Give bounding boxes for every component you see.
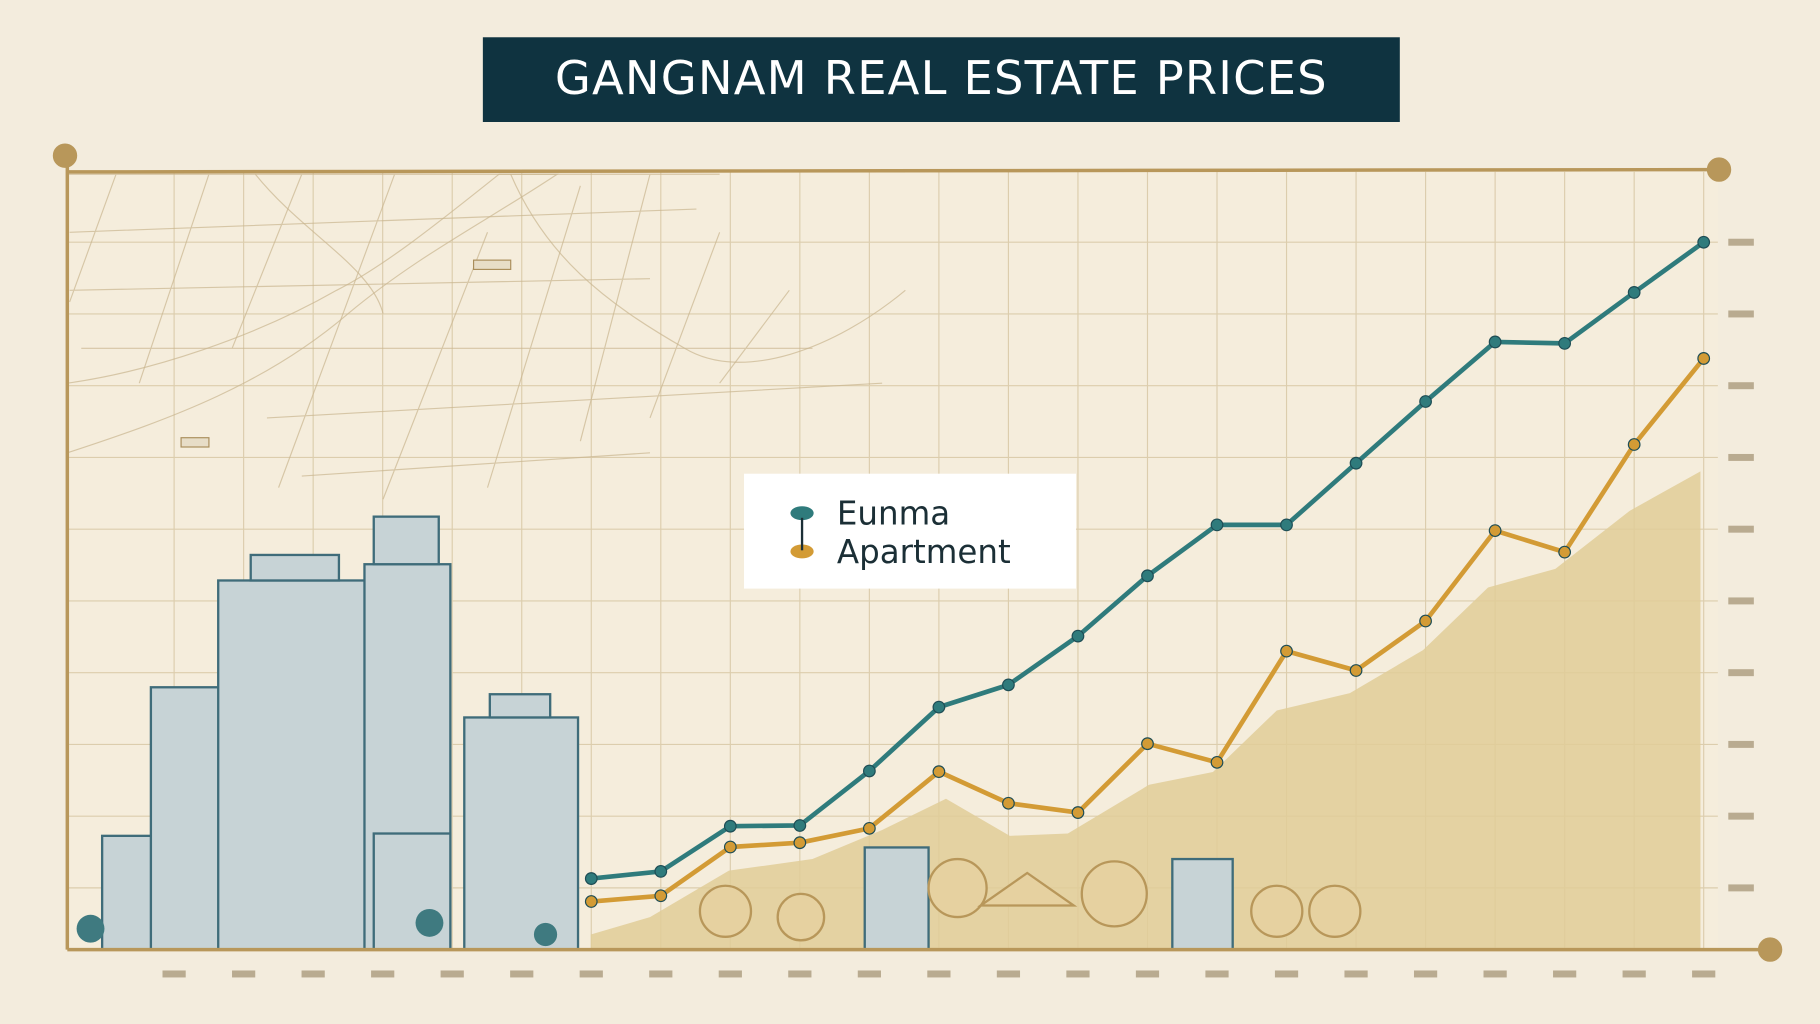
y-tick-glyph xyxy=(1728,812,1754,820)
data-point xyxy=(1488,335,1502,349)
data-point xyxy=(1002,678,1015,692)
x-tick-glyph xyxy=(788,970,812,978)
data-point xyxy=(1419,614,1432,628)
data-point xyxy=(1349,456,1363,470)
x-tick-glyph xyxy=(440,970,464,978)
data-point xyxy=(584,872,598,885)
data-point xyxy=(932,765,946,779)
data-point xyxy=(1697,352,1711,365)
x-tick-glyph xyxy=(1274,970,1299,978)
title-box xyxy=(482,37,1400,123)
trees-illustration xyxy=(76,857,1362,947)
x-tick-glyph xyxy=(927,970,951,978)
legend-label: Apartment xyxy=(837,533,1011,571)
x-tick-glyph xyxy=(1344,970,1368,978)
x-tick-glyph xyxy=(579,970,603,978)
data-point xyxy=(654,865,668,878)
legend-box xyxy=(744,473,1076,589)
buildings-illustration xyxy=(100,515,1234,951)
x-tick-glyph xyxy=(1622,970,1646,978)
x-tick-glyph xyxy=(162,970,186,978)
data-point xyxy=(1488,524,1502,538)
data-point xyxy=(793,819,807,832)
data-point xyxy=(723,819,737,833)
data-point xyxy=(1280,518,1293,532)
data-point xyxy=(1141,737,1154,751)
y-tick-glyph xyxy=(1728,884,1754,892)
data-point xyxy=(1280,644,1293,658)
data-point xyxy=(1141,569,1154,583)
frame xyxy=(52,143,1783,962)
x-tick-glyph xyxy=(718,970,742,978)
x-tick-glyph xyxy=(1413,970,1438,978)
data-point xyxy=(1627,438,1641,451)
y-tick-glyph xyxy=(1728,669,1754,677)
y-tick-glyph xyxy=(1728,453,1754,461)
x-tick-glyph xyxy=(996,970,1021,978)
x-tick-glyph xyxy=(1553,970,1577,978)
legend-marker xyxy=(790,506,814,521)
data-point xyxy=(1627,286,1641,299)
x-tick-glyph xyxy=(1483,970,1507,978)
x-tick-glyph xyxy=(649,970,673,978)
data-point xyxy=(1697,235,1711,249)
legend-marker xyxy=(790,544,814,559)
data-point xyxy=(654,889,668,903)
data-point xyxy=(793,836,807,850)
y-tick-glyph xyxy=(1728,238,1754,246)
x-tick-glyph xyxy=(1066,970,1090,978)
y-tick-glyph xyxy=(1728,740,1754,748)
data-point xyxy=(1210,518,1224,532)
data-point xyxy=(1071,806,1085,819)
x-tick-glyph xyxy=(1205,970,1229,978)
data-point xyxy=(932,700,946,714)
chart-title: GANGNAM REAL ESTATE PRICES xyxy=(555,51,1328,105)
data-point xyxy=(1419,395,1432,408)
y-tick-glyph xyxy=(1728,597,1754,605)
x-tick-glyph xyxy=(371,970,395,978)
data-point xyxy=(584,895,598,908)
x-tick-glyph xyxy=(857,970,881,978)
data-point xyxy=(1558,336,1572,350)
data-point xyxy=(1002,796,1015,810)
x-tick-glyph xyxy=(1135,970,1160,978)
data-point xyxy=(862,821,876,835)
y-tick-glyph xyxy=(1728,382,1754,390)
data-point xyxy=(1558,545,1572,559)
x-tick-glyph xyxy=(232,970,256,978)
data-point xyxy=(862,764,876,778)
x-tick-glyph xyxy=(301,970,325,978)
data-point xyxy=(723,840,737,854)
y-tick-glyph xyxy=(1728,310,1754,318)
y-tick-glyph xyxy=(1728,525,1754,533)
data-point xyxy=(1071,629,1085,643)
data-point xyxy=(1349,664,1363,677)
legend-label: Eunma xyxy=(837,494,950,532)
data-point xyxy=(1210,755,1224,769)
x-tick-glyph xyxy=(510,970,534,978)
map-illustration xyxy=(66,173,906,500)
x-tick-glyph xyxy=(1692,970,1716,978)
series-layer xyxy=(584,235,1711,908)
area-illustration xyxy=(590,471,1701,950)
